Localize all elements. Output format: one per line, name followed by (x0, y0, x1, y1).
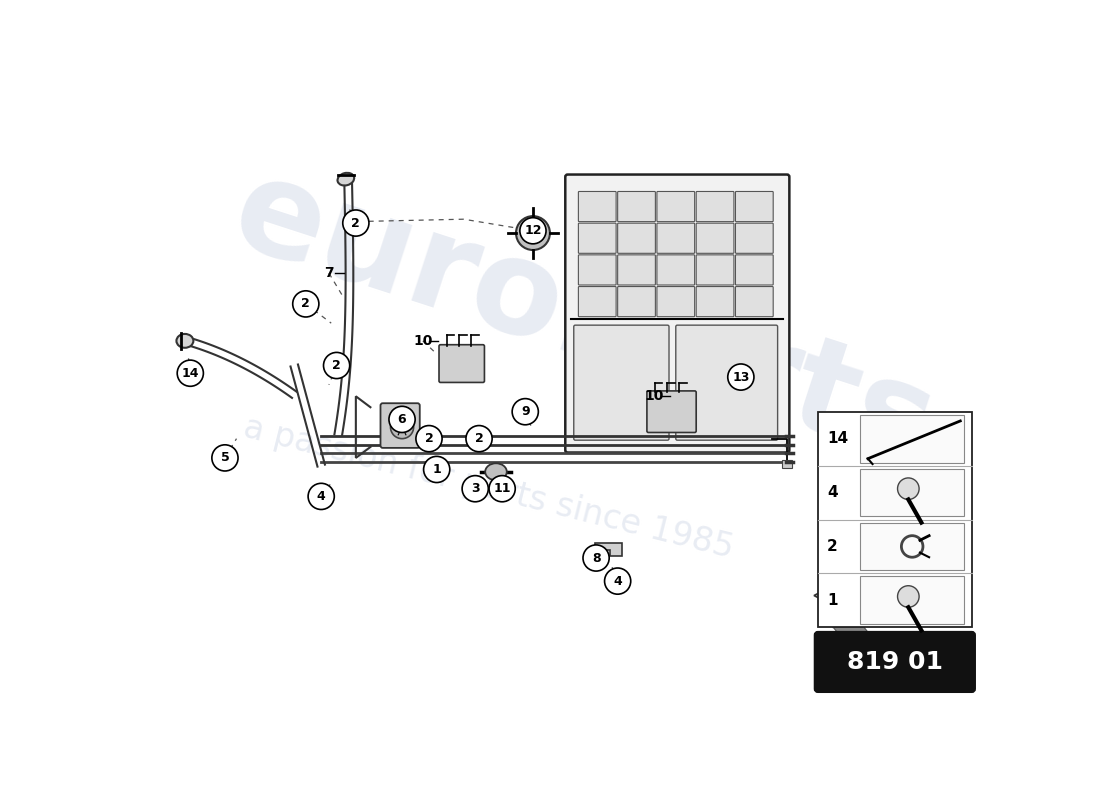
Text: 4: 4 (614, 574, 622, 587)
FancyBboxPatch shape (736, 223, 773, 254)
Text: 14: 14 (827, 431, 848, 446)
Circle shape (462, 476, 488, 502)
Text: 6: 6 (398, 413, 406, 426)
Text: 2: 2 (301, 298, 310, 310)
FancyBboxPatch shape (860, 522, 964, 570)
FancyBboxPatch shape (696, 191, 734, 222)
Circle shape (343, 210, 368, 236)
FancyBboxPatch shape (815, 632, 975, 692)
FancyBboxPatch shape (696, 286, 734, 317)
FancyBboxPatch shape (579, 191, 616, 222)
Text: 10: 10 (414, 334, 432, 348)
FancyBboxPatch shape (618, 286, 656, 317)
Circle shape (416, 426, 442, 452)
Circle shape (466, 426, 492, 452)
Text: 2: 2 (352, 217, 360, 230)
FancyBboxPatch shape (647, 391, 696, 433)
FancyBboxPatch shape (860, 577, 964, 624)
FancyBboxPatch shape (657, 223, 695, 254)
Ellipse shape (338, 173, 354, 186)
Circle shape (526, 226, 541, 241)
Text: 12: 12 (525, 224, 541, 238)
Text: 11: 11 (494, 482, 510, 495)
Circle shape (516, 216, 550, 250)
Circle shape (390, 415, 414, 438)
Ellipse shape (485, 463, 507, 480)
FancyBboxPatch shape (579, 286, 616, 317)
FancyBboxPatch shape (439, 345, 484, 382)
FancyBboxPatch shape (860, 469, 964, 517)
Text: 2: 2 (827, 539, 838, 554)
Circle shape (520, 218, 546, 244)
FancyBboxPatch shape (618, 255, 656, 285)
FancyBboxPatch shape (696, 223, 734, 254)
FancyBboxPatch shape (736, 191, 773, 222)
Circle shape (898, 586, 920, 607)
Circle shape (583, 545, 609, 571)
FancyBboxPatch shape (736, 286, 773, 317)
Circle shape (323, 353, 350, 378)
Ellipse shape (176, 334, 194, 348)
Text: 13: 13 (733, 370, 749, 383)
FancyBboxPatch shape (618, 223, 656, 254)
FancyBboxPatch shape (579, 255, 616, 285)
FancyBboxPatch shape (736, 255, 773, 285)
Text: 8: 8 (592, 551, 601, 565)
Text: 1: 1 (432, 463, 441, 476)
Polygon shape (814, 570, 865, 627)
FancyBboxPatch shape (657, 286, 695, 317)
FancyBboxPatch shape (574, 325, 669, 440)
Text: 2: 2 (332, 359, 341, 372)
Circle shape (308, 483, 334, 510)
FancyBboxPatch shape (381, 403, 420, 448)
FancyBboxPatch shape (675, 325, 778, 440)
Polygon shape (594, 542, 621, 557)
Text: 4: 4 (317, 490, 326, 503)
Text: 10: 10 (645, 390, 664, 403)
Circle shape (177, 360, 204, 386)
Circle shape (898, 478, 920, 499)
Text: 9: 9 (521, 405, 529, 418)
FancyBboxPatch shape (657, 191, 695, 222)
Circle shape (490, 476, 515, 502)
Bar (782, 460, 792, 468)
Text: 2: 2 (425, 432, 433, 445)
Text: 5: 5 (221, 451, 229, 464)
Text: 2: 2 (475, 432, 483, 445)
Text: 3: 3 (471, 482, 480, 495)
FancyBboxPatch shape (618, 191, 656, 222)
Text: 1: 1 (827, 593, 837, 608)
Text: 4: 4 (827, 485, 838, 500)
Circle shape (293, 291, 319, 317)
FancyBboxPatch shape (657, 255, 695, 285)
Circle shape (424, 456, 450, 482)
FancyBboxPatch shape (860, 414, 964, 462)
Text: 7: 7 (324, 266, 333, 280)
Text: 14: 14 (182, 366, 199, 380)
Circle shape (728, 364, 754, 390)
Polygon shape (834, 627, 870, 635)
Text: a passion for parts since 1985: a passion for parts since 1985 (241, 411, 737, 565)
FancyBboxPatch shape (579, 223, 616, 254)
Bar (818, 412, 972, 627)
Circle shape (513, 398, 538, 425)
FancyBboxPatch shape (696, 255, 734, 285)
Text: euroParts: euroParts (218, 146, 949, 493)
Circle shape (605, 568, 630, 594)
Circle shape (389, 406, 415, 433)
FancyBboxPatch shape (565, 174, 790, 453)
Circle shape (212, 445, 238, 471)
Text: 819 01: 819 01 (847, 650, 943, 674)
